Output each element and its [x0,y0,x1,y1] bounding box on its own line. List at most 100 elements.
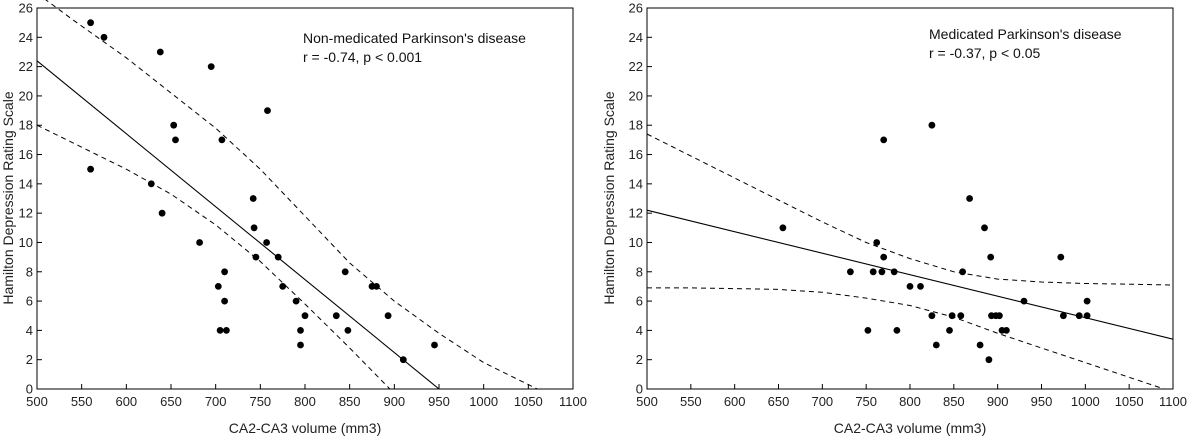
data-point [880,253,888,261]
data-point [384,312,392,320]
y-tick-label: 14 [629,176,643,191]
data-point [279,283,287,290]
data-point [170,121,178,129]
data-point [985,356,993,364]
x-tick-label: 650 [160,394,182,409]
data-point [1003,327,1010,334]
data-point [301,312,309,320]
data-point [890,268,898,276]
y-tick-label: 16 [19,147,33,162]
x-tick-label: 550 [71,394,93,409]
data-point [981,224,988,232]
y-tick-label: 24 [19,30,33,45]
data-point [932,341,940,349]
data-point [249,195,257,202]
data-point [987,253,995,261]
data-point [869,268,877,276]
right-annotation-stats: r = -0.37, p < 0.05 [929,45,1041,61]
data-point [957,312,965,320]
data-point [87,19,94,27]
left-fit-curves [36,0,538,390]
data-point [1060,312,1067,320]
x-tick-label: 1000 [1071,394,1100,409]
data-point [996,312,1003,320]
data-point [158,209,166,217]
plot-frame-left [36,7,574,390]
data-point [218,136,226,144]
data-point [252,253,260,261]
y-tick-label: 12 [629,206,643,221]
data-point [223,327,230,334]
x-tick-label: 950 [428,394,450,409]
data-point [399,356,407,364]
confidence-band-lower [647,287,1165,390]
x-tick-label: 850 [943,394,965,409]
x-tick-label: 500 [26,394,48,409]
x-tick-label: 800 [899,394,921,409]
data-point [207,63,215,70]
left-y-axis-title: Hamilton Depression Rating Scale [0,91,16,304]
y-tick-label: 16 [629,147,643,162]
data-point [864,327,872,334]
data-point [976,341,984,349]
data-point [906,283,914,290]
data-point [948,312,956,320]
data-point [779,224,787,232]
x-tick-label: 900 [987,394,1009,409]
y-tick-label: 26 [19,1,33,16]
y-tick-label: 26 [629,1,643,16]
right-data-points [779,121,1091,364]
x-tick-label: 850 [339,394,361,409]
data-point [966,195,973,202]
data-point [1083,312,1091,320]
data-point [847,268,854,276]
data-point [214,283,222,290]
y-tick-label: 4 [26,323,33,338]
panel-left: 500 550 600 650 700 750 800 850 900 950 1000 1050 11… [0,0,587,436]
y-tick-label: 6 [26,294,33,309]
x-tick-label: 750 [249,394,271,409]
y-tick-label: 4 [636,323,643,338]
y-tick-label: 10 [629,235,643,250]
y-tick-label: 24 [629,30,643,45]
data-point [873,239,881,246]
data-point [292,297,300,305]
right-x-axis-title: CA2-CA3 volume (mm3) [834,420,986,436]
right-fit-curves [646,133,1174,390]
confidence-band-upper [646,133,1174,286]
plot-frame-right [646,7,1174,390]
data-point [297,327,304,334]
x-tick-label: 700 [811,394,833,409]
x-tick-label: 950 [1031,394,1053,409]
x-tick-label: 500 [636,394,658,409]
y-tick-label: 14 [19,176,33,191]
data-point [344,327,352,334]
right-y-axis-title: Hamilton Depression Rating Scale [601,91,617,304]
y-tick-label: 0 [636,382,643,397]
data-point [1083,297,1091,305]
x-tick-label: 1100 [559,394,587,409]
regression-line [36,60,440,390]
data-point [100,33,108,41]
data-point [341,268,349,276]
left-x-axis-title: CA2-CA3 volume (mm3) [229,420,381,436]
data-point [959,268,966,276]
x-tick-label: 650 [768,394,790,409]
confidence-band-lower [36,124,391,390]
y-tick-label: 6 [636,294,643,309]
y-tick-label: 18 [629,118,643,133]
data-point [332,312,340,320]
data-point [893,327,901,334]
x-tick-label: 1050 [514,394,543,409]
confidence-band-upper [45,0,538,390]
data-point [928,121,936,129]
x-tick-label: 600 [115,394,137,409]
x-tick-label: 1000 [469,394,498,409]
x-tick-label: 600 [724,394,746,409]
data-point [274,253,282,261]
data-point [373,283,380,290]
right-axis-ticks: 500 550 600 650 700 750 800 850 900 950 1000 1050 11… [629,1,1187,410]
regression-line [646,209,1174,340]
y-tick-label: 18 [19,118,33,133]
data-point [221,268,229,276]
